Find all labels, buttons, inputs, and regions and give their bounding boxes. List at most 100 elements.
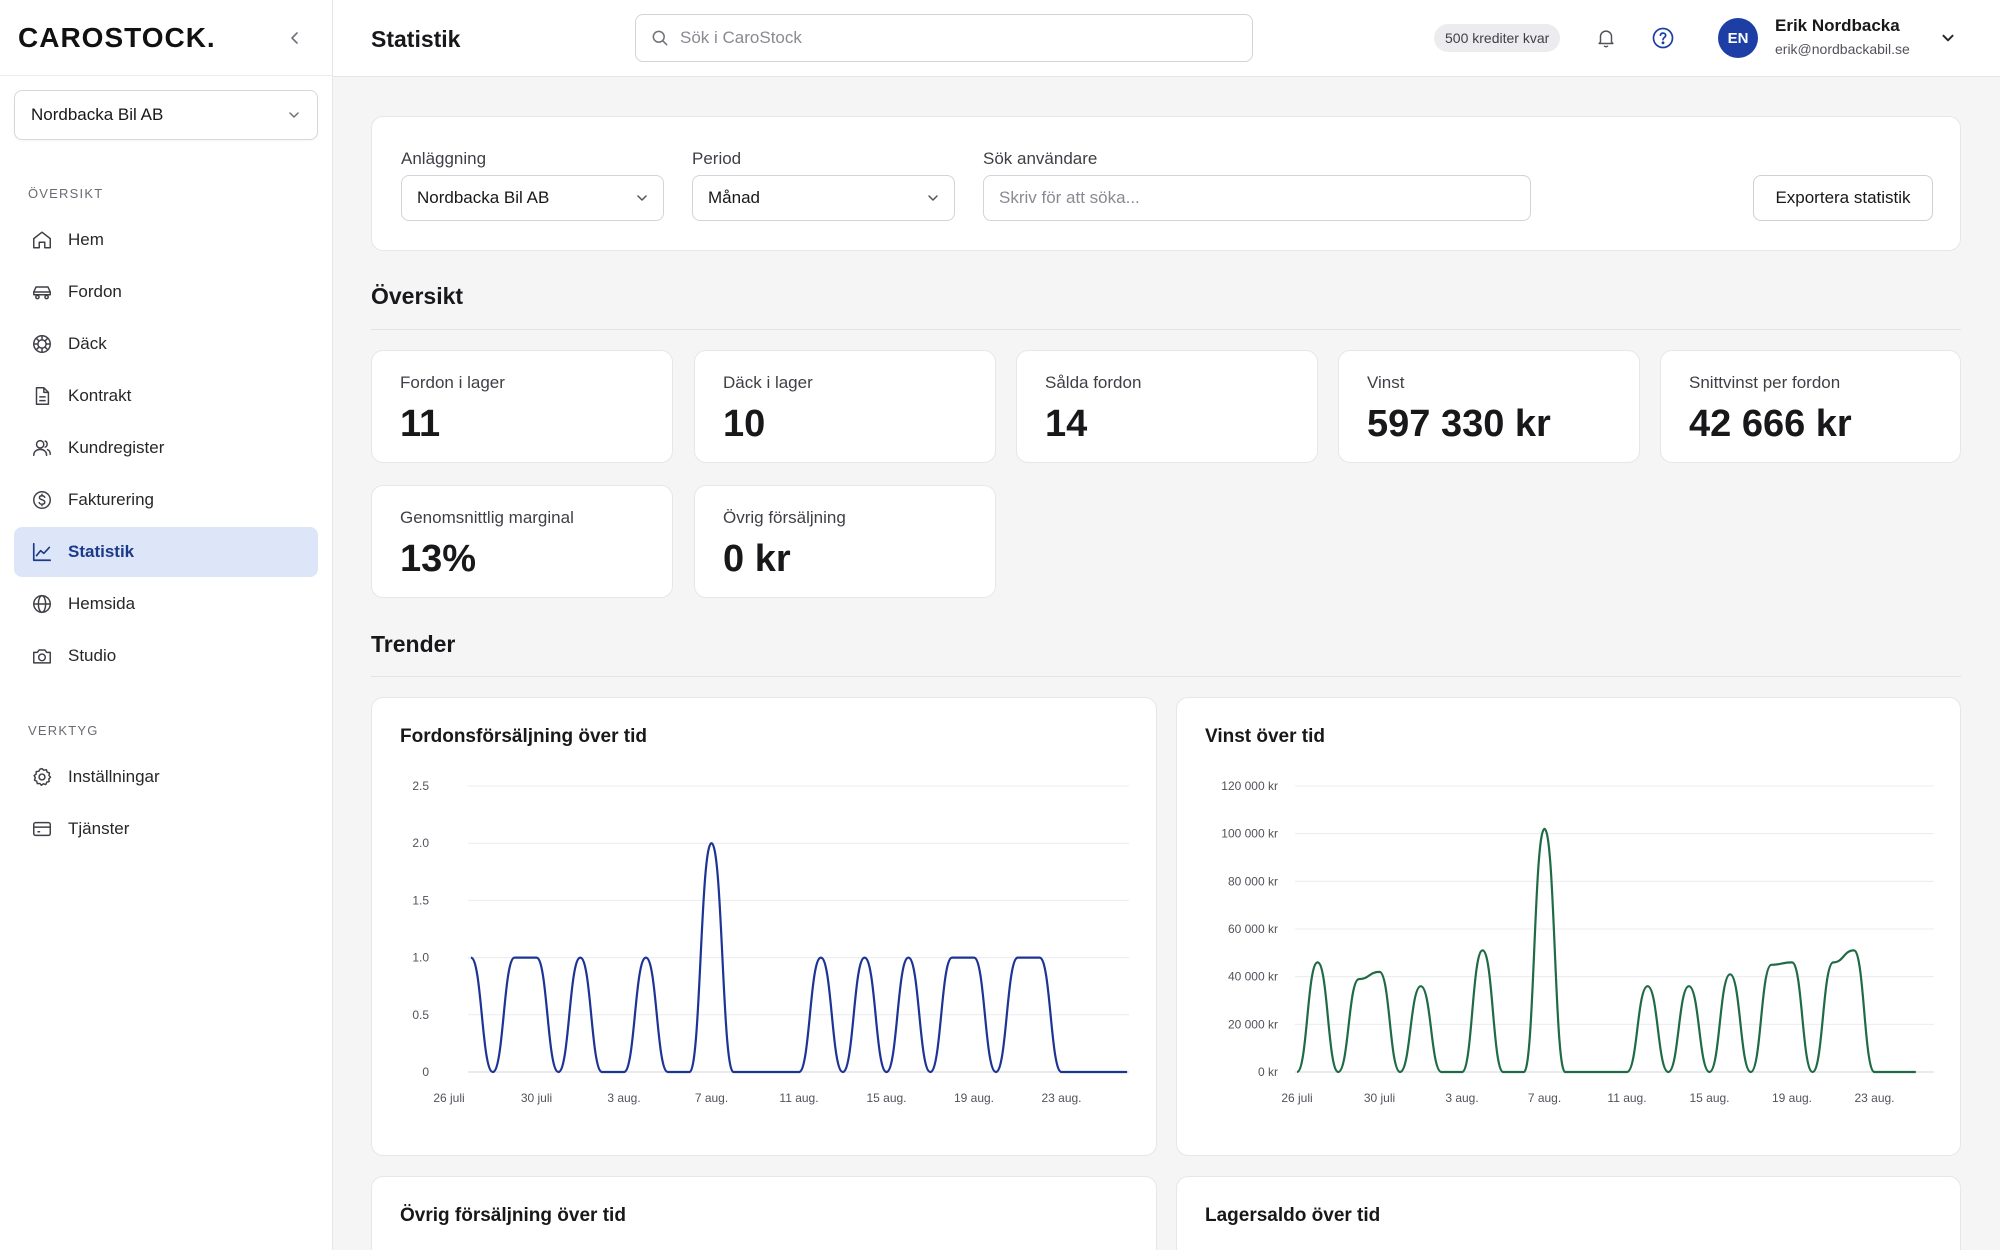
card-icon — [30, 817, 54, 841]
help-icon — [1652, 27, 1674, 49]
sidebar-item-label: Fakturering — [68, 490, 154, 509]
overview-divider — [371, 329, 1961, 330]
trends-title: Trender — [371, 631, 456, 657]
sidebar-item-kontrakt[interactable]: Kontrakt — [14, 371, 318, 421]
help-button[interactable] — [1649, 24, 1677, 52]
sidebar-item-label: Fordon — [68, 282, 122, 301]
y-tick-label: 1.5 — [412, 893, 429, 907]
period-select[interactable]: Månad — [692, 175, 955, 221]
top-header: Statistik 500 krediter kvar EN Erik Nord… — [333, 0, 2000, 77]
avatar[interactable]: EN — [1718, 18, 1758, 58]
stat-label: Sålda fordon — [1045, 373, 1142, 392]
x-tick-label: 19 aug. — [1772, 1091, 1812, 1105]
x-tick-label: 3 aug. — [607, 1091, 640, 1105]
profit-chart: 0 kr 20 000 kr 40 000 kr 60 000 kr 80 000 kr… — [1221, 779, 1934, 1105]
stat-label: Fordon i lager — [400, 373, 505, 392]
logo-row: CAROSTOCK. — [0, 0, 332, 76]
y-tick-label: 0 — [422, 1065, 429, 1079]
x-tick-label: 15 aug. — [866, 1091, 906, 1105]
stat-label: Däck i lager — [723, 373, 813, 392]
tools-list: Inställningar Tjänster — [0, 752, 332, 854]
chart-title: Övrig försäljning över tid — [400, 1205, 626, 1226]
overview-title: Översikt — [371, 283, 464, 309]
document-icon — [30, 384, 54, 408]
y-tick-label: 0 kr — [1258, 1065, 1278, 1079]
sidebar-item-label: Tjänster — [68, 819, 130, 838]
stat-value: 10 — [723, 403, 766, 445]
y-tick-label: 2.5 — [412, 779, 429, 793]
x-tick-label: 23 aug. — [1041, 1091, 1081, 1105]
sidebar: CAROSTOCK. Nordbacka Bil AB ÖVERSIKT Hem… — [0, 0, 333, 1250]
user-menu-button[interactable] — [1936, 26, 1960, 50]
section-label-overview: ÖVERSIKT — [28, 186, 104, 201]
gear-icon — [30, 765, 54, 789]
series-line — [1295, 827, 1916, 1074]
stat-value: 597 330 kr — [1367, 403, 1551, 445]
y-tick-label: 20 000 kr — [1228, 1017, 1278, 1031]
x-tick-label: 26 juli — [433, 1091, 464, 1105]
facility-select[interactable]: Nordbacka Bil AB — [401, 175, 664, 221]
sidebar-item-fordon[interactable]: Fordon — [14, 267, 318, 317]
trends-divider — [371, 676, 1961, 677]
y-tick-label: 100 000 kr — [1221, 827, 1278, 841]
bell-icon — [1598, 30, 1614, 48]
y-tick-label: 2.0 — [412, 836, 429, 850]
global-search[interactable] — [635, 14, 1253, 62]
sidebar-item-kundregister[interactable]: Kundregister — [14, 423, 318, 473]
sidebar-item-statistik[interactable]: Statistik — [14, 527, 318, 577]
x-tick-label: 11 aug. — [1607, 1091, 1646, 1105]
y-tick-label: 120 000 kr — [1221, 779, 1278, 793]
x-tick-label: 26 juli — [1281, 1091, 1312, 1105]
y-tick-label: 1.0 — [412, 951, 429, 965]
stat-card-vehicles-in-stock: Fordon i lager 11 — [371, 350, 673, 463]
logo: CAROSTOCK. — [18, 21, 216, 53]
x-tick-label: 7 aug. — [1528, 1091, 1561, 1105]
home-icon — [30, 228, 54, 252]
facility-label: Anläggning — [401, 149, 487, 168]
page-title: Statistik — [371, 26, 461, 52]
company-select[interactable]: Nordbacka Bil AB — [14, 90, 318, 140]
sidebar-item-fakturering[interactable]: Fakturering — [14, 475, 318, 525]
sidebar-item-hemsida[interactable]: Hemsida — [14, 579, 318, 629]
users-icon — [30, 436, 54, 460]
collapse-sidebar-button[interactable] — [282, 25, 308, 51]
user-name: Erik Nordbacka — [1775, 16, 1900, 35]
period-select-value: Månad — [708, 188, 760, 207]
stat-card-avg-profit-per-vehicle: Snittvinst per fordon 42 666 kr — [1660, 350, 1961, 463]
sidebar-item-label: Hemsida — [68, 594, 136, 613]
chart-title: Fordonsförsäljning över tid — [400, 726, 648, 747]
sidebar-item-studio[interactable]: Studio — [14, 631, 318, 681]
sidebar-item-label: Studio — [68, 646, 117, 665]
user-search-input[interactable] — [983, 175, 1531, 221]
globe-icon — [30, 592, 54, 616]
notifications-button[interactable] — [1592, 24, 1620, 52]
sidebar-item-label: Statistik — [68, 542, 135, 561]
section-label-tools: VERKTYG — [28, 723, 99, 738]
car-icon — [30, 280, 54, 304]
sidebar-item-installningar[interactable]: Inställningar — [14, 752, 318, 802]
search-icon — [652, 30, 668, 46]
vehicle-sales-chart: 0 0.5 1.0 1.5 2.0 2.5 26 juli 30 juli 3 aug. 7 au… — [412, 779, 1129, 1105]
search-input[interactable] — [680, 28, 1220, 48]
y-tick-label: 60 000 kr — [1228, 922, 1278, 936]
facility-select-value: Nordbacka Bil AB — [417, 188, 550, 207]
period-label: Period — [692, 149, 742, 168]
sidebar-item-hem[interactable]: Hem — [14, 215, 318, 265]
sidebar-item-label: Kontrakt — [68, 386, 132, 405]
stat-card-tires-in-stock: Däck i lager 10 — [694, 350, 996, 463]
chart-card-other-sales: Övrig försäljning över tid — [371, 1176, 1157, 1250]
chevron-down-icon — [1942, 34, 1954, 42]
chart-icon — [30, 540, 54, 564]
chart-title: Lagersaldo över tid — [1205, 1205, 1381, 1226]
y-tick-label: 0.5 — [412, 1008, 429, 1022]
export-statistics-button[interactable]: Exportera statistik — [1753, 175, 1933, 221]
nav-list: Hem Fordon Däck Kontrakt Kundregister Fa… — [0, 215, 332, 681]
sidebar-item-dack[interactable]: Däck — [14, 319, 318, 369]
x-tick-label: 7 aug. — [695, 1091, 728, 1105]
y-tick-label: 40 000 kr — [1228, 970, 1278, 984]
x-tick-label: 15 aug. — [1689, 1091, 1729, 1105]
sidebar-item-tjanster[interactable]: Tjänster — [14, 804, 318, 854]
chevron-down-icon — [637, 195, 647, 201]
stat-card-sold-vehicles: Sålda fordon 14 — [1016, 350, 1318, 463]
stat-value: 0 kr — [723, 538, 791, 580]
